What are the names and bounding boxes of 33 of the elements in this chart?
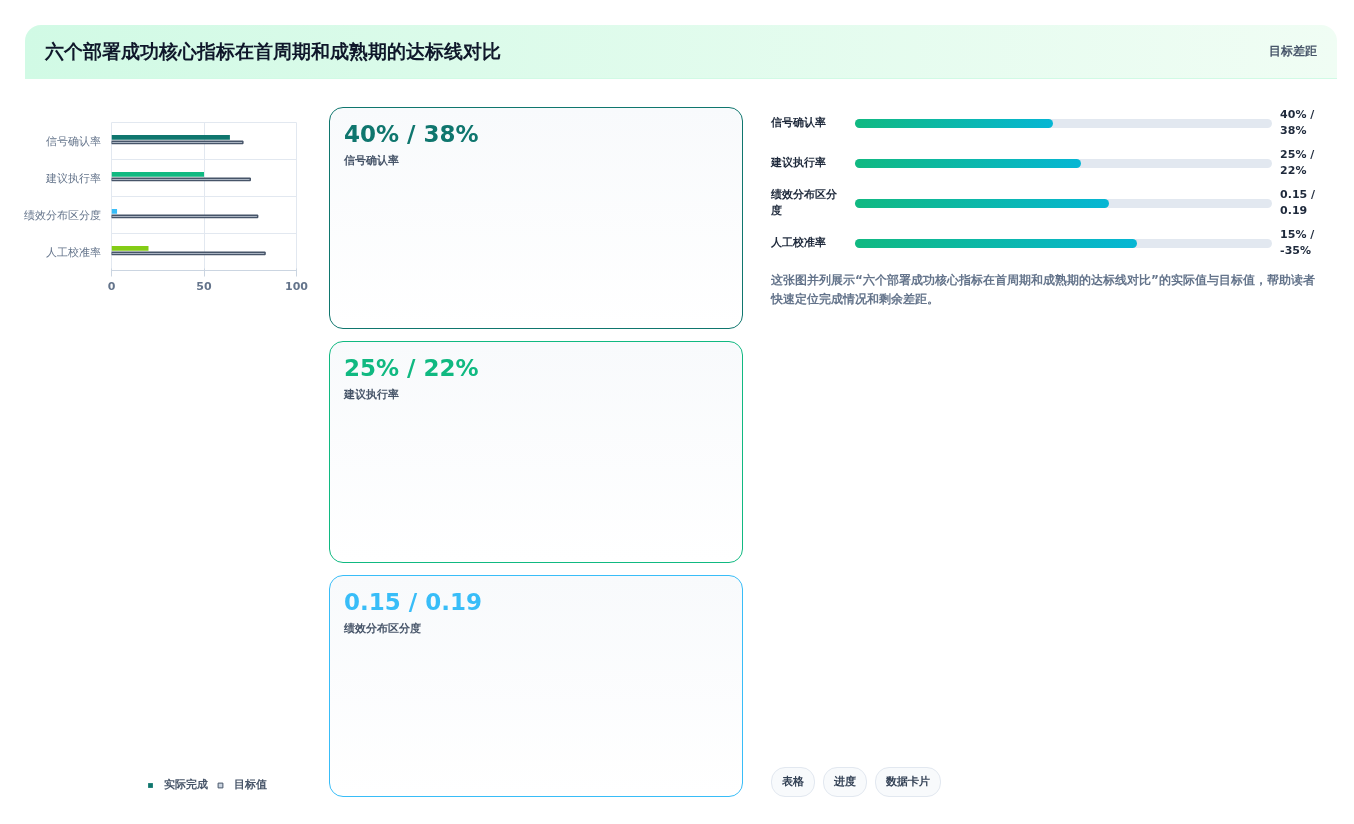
y-tick-label: 人工校准率 [45,245,101,259]
text: 进度 [823,767,867,797]
category-label: 绩效分布区分度 [344,620,422,637]
category-label: 绩效分布区分度 [771,187,838,219]
text: 目标差距 [1269,42,1317,60]
text: 0.15 / 0.19 [344,589,482,615]
x-tick-label: 0 [107,279,116,293]
text: 0.15 / 0.19 [1280,188,1316,217]
text: 15% / -35% [1280,228,1315,257]
bar [111,245,149,251]
y-tick-label: 信号确认率 [45,134,101,148]
legend-label: 实际完成 [163,777,208,792]
y-tick-label: 建议执行率 [44,171,101,185]
text: 表格 [771,767,815,797]
category-label: 信号确认率 [344,152,400,169]
text: 数据卡片 [875,767,941,797]
bar [111,208,118,214]
category-label: 人工校准率 [771,235,827,251]
text: 这张图并列展示“六个部署成功核心指标在首周期和成熟期的达标线对比”的实际值与目标值，帮助读者快速定位完成情况和剩余差距。 [771,272,1316,308]
category-label: 建议执行率 [771,155,827,171]
y-tick-label: 绩效分布区分度 [23,208,101,222]
text: 25% / 22% [344,355,479,381]
bar [111,171,204,177]
category-label: 信号确认率 [771,115,827,131]
category-label: 建议执行率 [344,386,400,403]
x-tick-label: 50 [196,279,212,293]
legend-label: 目标值 [233,777,267,792]
text: 25% / 22% [1280,148,1315,177]
bar [111,134,230,140]
text: 六个部署成功核心指标在首周期和成熟期的达标线对比 [45,38,501,64]
text: 40% / 38% [344,121,479,147]
x-tick-label: 100 [285,279,309,293]
text: 40% / 38% [1280,108,1315,137]
